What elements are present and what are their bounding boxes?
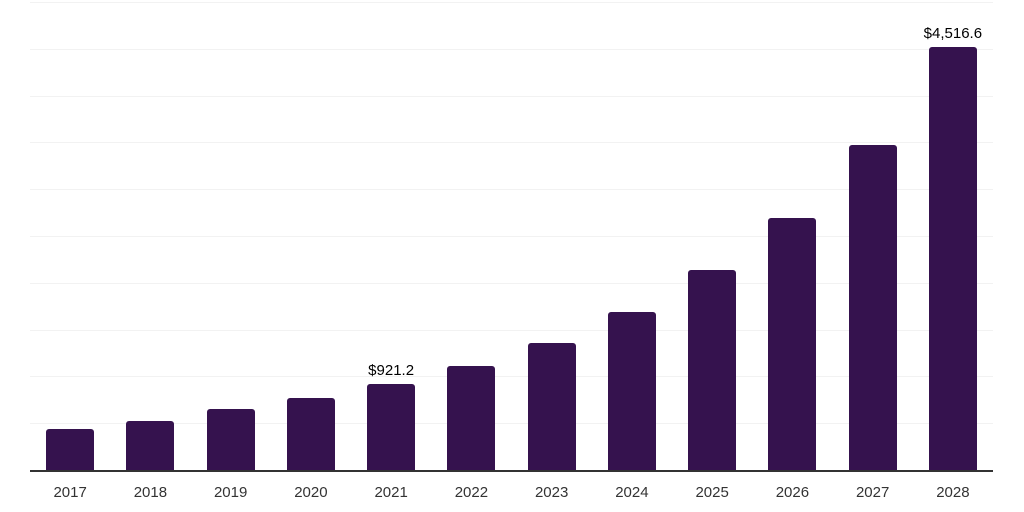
bar-slot-2023 — [512, 2, 592, 470]
gridline-4000 — [30, 95, 993, 97]
x-tick-label-2017: 2017 — [53, 484, 87, 501]
gridline-4500 — [30, 48, 993, 50]
gridline-5000 — [30, 2, 993, 3]
x-axis-tick-labels: 2017 2018 2019 2020 2021 2022 2023 2024 2025 2026… — [30, 483, 993, 503]
bar-2022 — [447, 366, 496, 470]
x-tick-label-2019: 2019 — [213, 484, 248, 501]
bar-2026 — [768, 218, 817, 470]
bar-2024 — [607, 311, 656, 470]
x-tick-label-2026: 2026 — [775, 484, 810, 501]
bar-slot-2025 — [672, 2, 752, 470]
x-tick-label-2025: 2025 — [695, 484, 729, 501]
bar-slot-2019 — [191, 2, 271, 470]
bar-series: $921.2 $4,516.6 — [30, 2, 993, 470]
bar-slot-2017 — [30, 2, 110, 470]
x-tick-label-2024: 2024 — [615, 484, 649, 501]
data-label-2028: $4,516.6 — [923, 25, 983, 43]
bar-2025 — [688, 270, 737, 470]
bar-slot-2020 — [271, 2, 351, 470]
x-tick-label-2021: 2021 — [374, 484, 408, 501]
x-tick-label-2018: 2018 — [133, 484, 168, 501]
gridline-500 — [30, 423, 993, 425]
bar-2019 — [206, 408, 255, 470]
bar-slot-2027 — [833, 2, 913, 470]
bar-slot-2018 — [110, 2, 190, 470]
bar-2021 — [367, 383, 416, 470]
gridline-3500 — [30, 142, 993, 144]
bar-slot-2024 — [592, 2, 672, 470]
bar-2017 — [46, 429, 95, 470]
x-tick-label-2022: 2022 — [454, 484, 489, 501]
bar-2028 — [928, 47, 977, 470]
bar-2020 — [286, 397, 335, 470]
bar-2023 — [527, 343, 576, 470]
plot-area: $921.2 $4,516.6 — [30, 2, 993, 472]
gridline-2500 — [30, 236, 993, 237]
bar-slot-2028: $4,516.6 — [913, 2, 993, 470]
gridline-3000 — [30, 189, 993, 191]
bar-slot-2026 — [752, 2, 832, 470]
gridline-2000 — [30, 282, 993, 284]
x-axis-line — [30, 470, 993, 472]
bar-2018 — [126, 421, 175, 470]
gridline-1000 — [30, 376, 993, 378]
x-tick-label-2027: 2027 — [855, 484, 890, 501]
bar-slot-2022 — [431, 2, 511, 470]
x-tick-label-2020: 2020 — [294, 484, 328, 501]
x-tick-label-2023: 2023 — [534, 484, 569, 501]
x-tick-label-2028: 2028 — [936, 484, 970, 501]
gridline-1500 — [30, 329, 993, 331]
bar-slot-2021: $921.2 — [351, 2, 431, 470]
data-label-2021: $921.2 — [368, 361, 415, 379]
bar-2027 — [848, 145, 897, 470]
